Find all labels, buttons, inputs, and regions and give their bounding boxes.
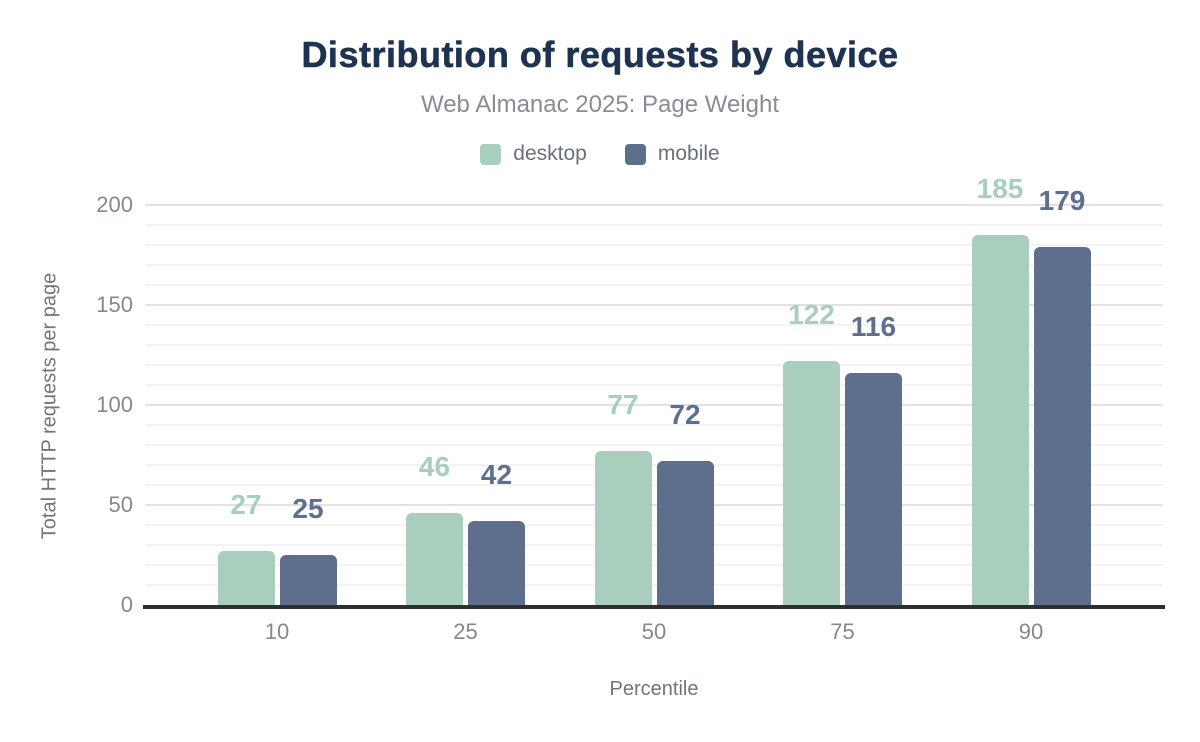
legend-label-mobile: mobile — [657, 142, 720, 165]
x-tick-label: 50 — [641, 619, 667, 644]
bar-value-label-desktop: 122 — [788, 299, 835, 330]
bar-value-label-mobile: 72 — [669, 399, 701, 430]
bar-mobile — [279, 555, 337, 605]
minor-gridline — [145, 264, 1163, 266]
major-gridline — [145, 404, 1163, 406]
bar-desktop — [217, 551, 275, 605]
legend-item-mobile: mobile — [624, 142, 720, 166]
bar-value-label-desktop: 185 — [976, 173, 1024, 204]
minor-gridline — [145, 584, 1163, 586]
minor-gridline — [145, 364, 1163, 366]
bar-value-label-desktop: 46 — [418, 451, 451, 482]
bar-mobile — [845, 373, 902, 605]
bar-desktop — [971, 235, 1029, 605]
chart-subtitle: Web Almanac 2025: Page Weight — [420, 91, 779, 118]
bar-value-label-mobile: 179 — [1038, 185, 1086, 216]
minor-gridline — [145, 384, 1163, 386]
legend-item-desktop: desktop — [480, 142, 587, 166]
bar-value-label-mobile: 25 — [292, 493, 324, 524]
major-gridline — [145, 204, 1163, 206]
minor-gridline — [145, 484, 1163, 486]
legend-swatch-mobile — [624, 143, 646, 165]
x-tick-label: 25 — [453, 619, 478, 644]
x-tick-label: 10 — [264, 619, 290, 644]
bar-desktop — [594, 451, 652, 605]
bar-mobile — [1033, 247, 1091, 605]
y-tick-label: 150 — [96, 292, 133, 317]
minor-gridline — [145, 544, 1163, 546]
x-axis-title: Percentile — [609, 678, 699, 700]
bar-value-label-desktop: 27 — [230, 489, 262, 520]
minor-gridline — [145, 324, 1163, 326]
y-tick-label: 100 — [96, 392, 133, 417]
major-gridline — [145, 304, 1163, 306]
minor-gridline — [145, 424, 1163, 426]
chart-title: Distribution of requests by device — [301, 34, 899, 76]
minor-gridline — [145, 444, 1163, 446]
legend-swatch-desktop — [480, 143, 502, 165]
bar-value-label-desktop: 77 — [607, 389, 639, 420]
bar-mobile — [656, 461, 714, 605]
bar-value-label-mobile: 42 — [480, 459, 513, 490]
minor-gridline — [145, 464, 1163, 466]
x-tick-label: 90 — [1018, 619, 1044, 644]
legend: desktop mobile — [0, 142, 1200, 166]
bar-value-label-mobile: 116 — [850, 311, 897, 342]
minor-gridline — [145, 564, 1163, 566]
minor-gridline — [145, 524, 1163, 526]
minor-gridline — [145, 284, 1163, 286]
major-gridline — [145, 504, 1163, 506]
y-tick-label: 0 — [120, 592, 133, 617]
y-axis-title: Total HTTP requests per page — [38, 272, 61, 540]
y-tick-label: 200 — [96, 192, 133, 217]
minor-gridline — [145, 244, 1163, 246]
y-tick-label: 50 — [108, 492, 133, 517]
x-axis-line — [143, 605, 1165, 609]
minor-gridline — [145, 344, 1163, 346]
minor-gridline — [145, 224, 1163, 226]
bar-desktop — [406, 513, 463, 605]
bar-desktop — [783, 361, 840, 605]
x-tick-label: 75 — [830, 619, 855, 644]
bar-mobile — [468, 521, 525, 605]
legend-label-desktop: desktop — [513, 142, 587, 165]
